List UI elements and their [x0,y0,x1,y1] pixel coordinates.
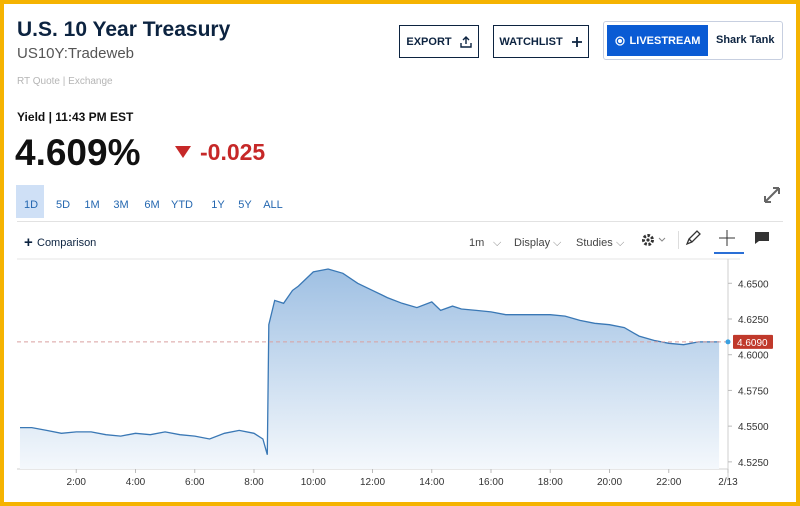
x-tick-label: 8:00 [244,477,264,488]
export-label: EXPORT [406,35,452,48]
active-tool-underline [714,252,744,254]
change: -0.025 [200,139,266,165]
y-tick-label: 4.6000 [738,351,769,362]
symbol: US10Y:Tradeweb [17,45,135,62]
show-name: Shark Tank [716,34,775,46]
watchlist-label: WATCHLIST [499,35,563,48]
settings-icon[interactable] [640,232,670,248]
y-tick-label: 4.6250 [738,315,769,326]
display[interactable]: Display [514,237,551,249]
watchlist-button[interactable]: WATCHLIST [493,25,589,58]
x-tick-label: 6:00 [185,477,205,488]
range-tab[interactable]: 5D [55,199,71,211]
y-tick-label: 4.5750 [738,386,769,397]
x-tick-label: 18:00 [538,477,563,488]
price: 4.609% [15,132,141,173]
range-tab[interactable]: 1Y [211,199,225,211]
y-tick-label: 4.6500 [738,279,769,290]
y-tick-label: 4.5500 [738,422,769,433]
x-tick-label: 16:00 [478,477,503,488]
comment-icon[interactable] [754,231,770,245]
chevron: ⌵ [493,237,502,249]
x-tick-label: 10:00 [301,477,326,488]
livestream-button[interactable]: LIVESTREAM [607,25,708,56]
livestream-widget[interactable]: LIVESTREAM Shark Tank [603,21,783,60]
range-tab[interactable]: 1M [84,199,100,211]
range-tab[interactable]: 1D [23,199,39,211]
down-arrow [175,146,191,158]
title: U.S. 10 Year Treasury [17,18,231,41]
y-tick-label: 4.5250 [738,458,769,469]
x-tick-label: 2:00 [67,477,87,488]
livestream-label: LIVESTREAM [629,34,701,47]
x-tick-label: 2/13 [718,477,738,488]
range-tab[interactable]: 3M [113,199,129,211]
active-tab-bg [16,185,44,218]
range-tab[interactable]: 6M [144,199,160,211]
price-marker-label: 4.6090 [737,338,768,349]
range-tab[interactable]: ALL [263,199,283,211]
x-tick-label: 12:00 [360,477,385,488]
x-tick-label: 22:00 [656,477,681,488]
studies[interactable]: Studies [576,237,613,249]
interval[interactable]: 1m [469,237,485,249]
comparison[interactable]: Comparison [37,237,97,249]
separator [17,221,783,222]
chevron: ⌵ [616,237,625,249]
plus-icon: + [24,234,33,251]
x-tick-label: 14:00 [419,477,444,488]
x-tick-label: 4:00 [126,477,146,488]
divider [678,231,679,249]
area-fill [19,269,720,469]
price-line [20,268,720,455]
export-button[interactable]: EXPORT [399,25,479,58]
live-icon [614,35,625,46]
plus-icon [571,36,582,47]
range-tab[interactable]: YTD [171,199,193,211]
chart: 4.5250 4.5500 4.5750 4.6000 4.6250 4.6500 2:00… [17,258,773,488]
price-marker-box [733,334,773,349]
draw-icon[interactable] [685,230,701,246]
range-tab[interactable]: 5Y [238,199,252,211]
yield-time: Yield | 11:43 PM EST [17,110,134,124]
last-point [725,339,731,345]
quote-source: RT Quote | Exchange [17,76,113,87]
x-tick-label: 20:00 [597,477,622,488]
export-icon [459,35,472,48]
expand-icon[interactable] [762,185,782,205]
chevron: ⌵ [553,237,562,249]
crosshair-icon[interactable] [718,229,736,247]
